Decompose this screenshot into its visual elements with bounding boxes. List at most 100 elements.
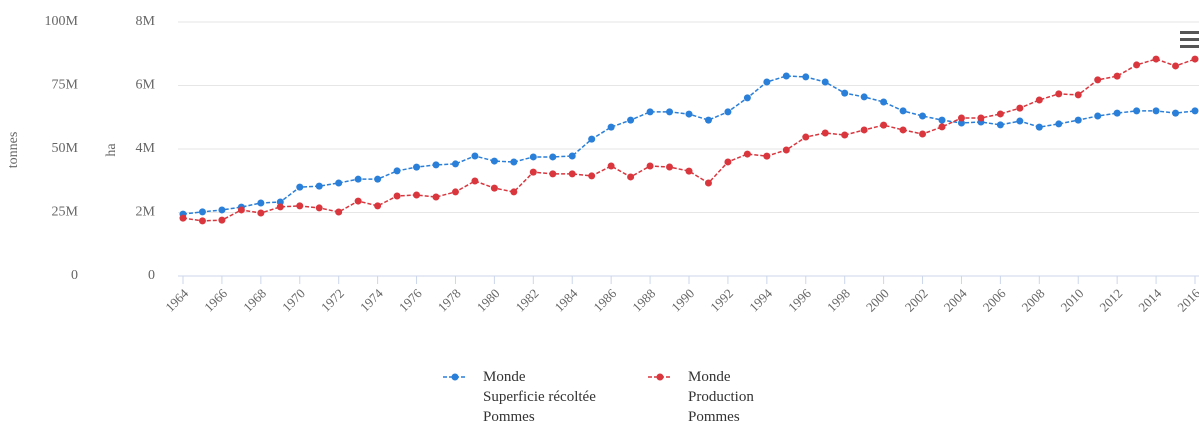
data-point bbox=[296, 202, 304, 210]
data-point bbox=[354, 197, 362, 205]
x-tick-label: 1994 bbox=[746, 285, 775, 314]
legend-label[interactable]: Monde Production Pommes bbox=[688, 369, 754, 425]
data-point bbox=[743, 150, 751, 158]
data-point bbox=[1113, 109, 1121, 117]
data-point bbox=[1133, 107, 1141, 115]
data-point bbox=[607, 162, 615, 170]
data-point bbox=[451, 188, 459, 196]
data-point bbox=[257, 199, 265, 207]
data-point bbox=[841, 89, 849, 97]
legend-symbol bbox=[656, 373, 664, 381]
x-tick-label: 1980 bbox=[474, 286, 503, 315]
y-tick-label: 75M bbox=[52, 78, 79, 93]
data-point bbox=[1016, 104, 1024, 112]
data-point bbox=[568, 170, 576, 178]
data-point bbox=[179, 214, 187, 222]
menu-icon[interactable] bbox=[1180, 31, 1199, 48]
data-point bbox=[510, 188, 518, 196]
x-tick-label: 2014 bbox=[1135, 285, 1164, 314]
data-point bbox=[860, 93, 868, 101]
data-point bbox=[1172, 109, 1180, 117]
data-point bbox=[588, 135, 596, 143]
data-point bbox=[393, 192, 401, 200]
data-point bbox=[1152, 107, 1160, 115]
data-point bbox=[802, 73, 810, 81]
x-tick-label: 2004 bbox=[941, 285, 970, 314]
data-point bbox=[977, 114, 985, 122]
x-tick-label: 1978 bbox=[435, 286, 464, 315]
data-point bbox=[782, 146, 790, 154]
data-point bbox=[237, 206, 245, 214]
x-tick-label: 1986 bbox=[590, 285, 619, 314]
data-point bbox=[451, 160, 459, 168]
data-point bbox=[880, 98, 888, 106]
data-point bbox=[763, 78, 771, 86]
y2-tick-label: 6M bbox=[136, 78, 156, 93]
data-point bbox=[335, 208, 343, 216]
data-point bbox=[588, 172, 596, 180]
x-tick-label: 2016 bbox=[1174, 285, 1199, 314]
x-tick-label: 1976 bbox=[396, 285, 425, 314]
data-point bbox=[1133, 61, 1141, 69]
y2-axis-title: ha bbox=[104, 143, 119, 157]
data-point bbox=[743, 94, 751, 102]
data-point bbox=[529, 168, 537, 176]
data-point bbox=[1094, 112, 1102, 120]
data-point bbox=[938, 123, 946, 131]
data-point bbox=[1035, 96, 1043, 104]
data-point bbox=[354, 175, 362, 183]
menu-bar[interactable] bbox=[1180, 45, 1199, 48]
data-point bbox=[763, 152, 771, 160]
data-point bbox=[666, 108, 674, 116]
data-point bbox=[315, 204, 323, 212]
data-point bbox=[471, 177, 479, 185]
data-point bbox=[413, 191, 421, 199]
data-point bbox=[802, 133, 810, 141]
data-point bbox=[607, 123, 615, 131]
data-point bbox=[198, 208, 206, 216]
data-point bbox=[335, 179, 343, 187]
data-point bbox=[880, 121, 888, 129]
x-tick-label: 1984 bbox=[551, 285, 580, 314]
x-tick-label: 1970 bbox=[279, 286, 308, 315]
x-tick-label: 1982 bbox=[513, 286, 542, 315]
x-tick-label: 1972 bbox=[318, 286, 347, 315]
data-point bbox=[374, 202, 382, 210]
x-tick-label: 1996 bbox=[785, 285, 814, 314]
data-point bbox=[685, 167, 693, 175]
data-point bbox=[568, 152, 576, 160]
data-point bbox=[1055, 120, 1063, 128]
data-point bbox=[432, 193, 440, 201]
y2-tick-label: 4M bbox=[136, 141, 156, 156]
y-tick-label: 0 bbox=[71, 268, 78, 283]
data-point bbox=[218, 216, 226, 224]
data-point bbox=[860, 126, 868, 134]
x-tick-label: 1966 bbox=[201, 285, 230, 314]
data-point bbox=[704, 116, 712, 124]
x-tick-label: 2010 bbox=[1057, 286, 1086, 315]
data-point bbox=[315, 182, 323, 190]
data-point bbox=[1191, 55, 1199, 63]
data-point bbox=[1016, 117, 1024, 125]
data-point bbox=[1191, 107, 1199, 115]
menu-bar[interactable] bbox=[1180, 38, 1199, 41]
y-tick-label: 25M bbox=[52, 205, 79, 220]
x-tick-label: 2006 bbox=[980, 285, 1009, 314]
data-point bbox=[393, 167, 401, 175]
data-point bbox=[490, 184, 498, 192]
y2-tick-label: 2M bbox=[136, 205, 156, 220]
legend-label[interactable]: Monde Superficie récoltée Pommes bbox=[483, 369, 596, 425]
data-point bbox=[218, 206, 226, 214]
data-point bbox=[704, 179, 712, 187]
y2-tick-label: 0 bbox=[148, 268, 155, 283]
menu-bar[interactable] bbox=[1180, 31, 1199, 34]
data-point bbox=[1055, 90, 1063, 98]
data-point bbox=[413, 163, 421, 171]
data-point bbox=[276, 198, 284, 206]
series-line bbox=[182, 58, 1196, 222]
data-point bbox=[899, 126, 907, 134]
data-point bbox=[821, 78, 829, 86]
data-point bbox=[957, 114, 965, 122]
